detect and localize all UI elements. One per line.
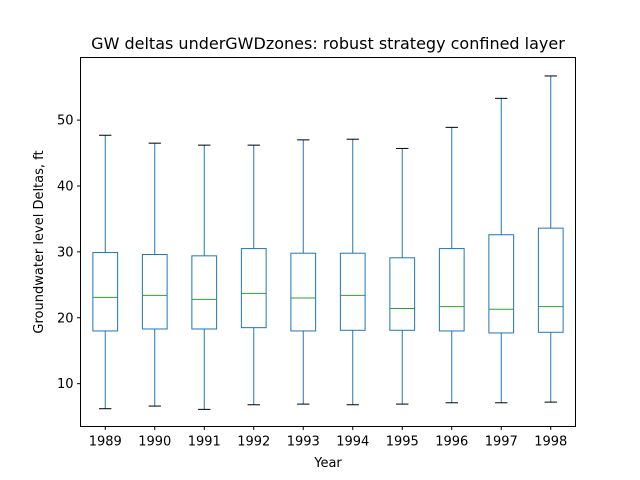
x-tick-label: 1995 — [386, 435, 419, 450]
iqr-box — [191, 255, 218, 330]
y-tick-label: 40 — [57, 179, 74, 194]
x-tick-label: 1996 — [435, 435, 468, 450]
iqr-box — [537, 227, 564, 333]
box-1989 — [92, 134, 119, 410]
chart-title: GW deltas underGWDzones: robust strategy… — [91, 34, 565, 53]
box-1996 — [438, 126, 465, 404]
x-tick-label: 1991 — [188, 435, 221, 450]
box-1990 — [141, 142, 168, 407]
x-tick-label: 1992 — [237, 435, 270, 450]
y-tick-label: 10 — [57, 377, 74, 392]
box-1994 — [339, 138, 366, 406]
iqr-box — [389, 257, 416, 331]
box-1995 — [389, 147, 416, 405]
x-tick-label: 1994 — [336, 435, 369, 450]
x-tick-label: 1998 — [534, 435, 567, 450]
plot-frame — [80, 57, 576, 427]
x-axis: 1989 1990 1991 1992 1993 1994 1995 1996 1997 1998 — [89, 426, 567, 450]
y-tick-label: 20 — [57, 311, 74, 326]
iqr-box — [240, 248, 267, 329]
box-1997 — [488, 97, 515, 404]
x-tick-label: 1989 — [89, 435, 122, 450]
box-1993 — [290, 139, 317, 405]
iqr-box — [92, 252, 119, 332]
x-tick-label: 1997 — [485, 435, 518, 450]
x-tick-label: 1990 — [138, 435, 171, 450]
box-1992 — [240, 144, 267, 406]
box-1991 — [191, 144, 218, 410]
y-tick-label: 50 — [57, 114, 74, 129]
y-axis: 10 20 30 40 50 — [57, 114, 81, 392]
iqr-box — [141, 254, 168, 330]
iqr-box — [339, 252, 366, 331]
x-axis-label: Year — [313, 456, 342, 471]
y-axis-label: Groundwater level Deltas, ft — [32, 150, 47, 333]
y-tick-label: 30 — [57, 245, 74, 260]
box-1998 — [537, 75, 564, 403]
x-tick-label: 1993 — [287, 435, 320, 450]
iqr-box — [438, 248, 465, 332]
iqr-box — [290, 252, 317, 332]
iqr-box — [488, 234, 515, 334]
plot-area — [92, 75, 564, 410]
